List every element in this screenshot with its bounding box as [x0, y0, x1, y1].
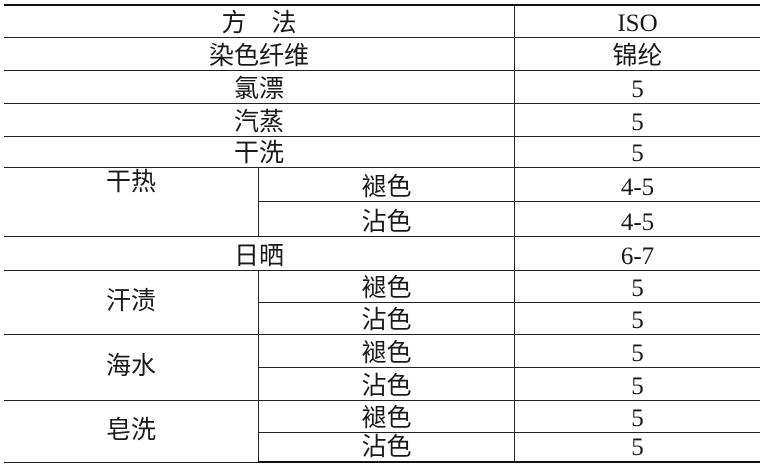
group-label: 皂洗: [4, 399, 259, 463]
sub-label: 褪色: [258, 333, 515, 368]
table-row: 干洗 5: [4, 135, 760, 168]
row-value: 6-7: [514, 235, 760, 271]
table-row: 沾色 5: [4, 366, 760, 401]
sub-label: 沾色: [258, 301, 515, 335]
sub-label: 沾色: [258, 366, 515, 401]
table-row: 染色纤维 锦纶: [4, 36, 760, 71]
sub-label: 沾色: [258, 431, 515, 463]
table-row: 氯漂 5: [4, 69, 760, 104]
group-label: 海水: [4, 333, 259, 401]
group-label: 汗渍: [4, 269, 259, 335]
row-label: 汽蒸: [4, 102, 515, 137]
row-value: 5: [514, 399, 760, 433]
row-value: 5: [514, 102, 760, 137]
row-value: 5: [514, 269, 760, 303]
row-label: 干洗: [4, 135, 515, 168]
table-row: 干热 褪色 4-5: [4, 166, 760, 237]
sub-label: 褪色: [258, 399, 515, 433]
table-row: 沾色 5: [4, 301, 760, 335]
row-value: 4-5: [514, 166, 760, 202]
table-row: 沾色 4-5: [4, 200, 760, 237]
row-value: 锦纶: [514, 36, 760, 71]
sub-label: 褪色: [258, 166, 515, 202]
row-value: 5: [514, 135, 760, 168]
row-label: 日晒: [4, 235, 515, 271]
table-row: 皂洗 褪色 5: [4, 399, 760, 463]
row-label: 染色纤维: [4, 36, 515, 71]
table-row: 汗渍 褪色 5: [4, 269, 760, 335]
table-row: 沾色 5: [4, 431, 760, 463]
table-row: 日晒 6-7: [4, 235, 760, 271]
row-value: 5: [514, 431, 760, 463]
group-label: 干热: [4, 166, 259, 237]
header-method: 方 法: [4, 4, 515, 38]
row-value: 5: [514, 301, 760, 335]
table-row: 海水 褪色 5: [4, 333, 760, 401]
row-value: 5: [514, 333, 760, 368]
row-label: 氯漂: [4, 69, 515, 104]
header-row: 方 法 ISO: [4, 4, 760, 38]
row-value: 5: [514, 366, 760, 401]
fastness-table: 方 法 ISO 染色纤维 锦纶 氯漂 5 汽蒸 5 干洗 5 干热 褪色 4-5…: [4, 4, 760, 463]
header-standard: ISO: [514, 4, 760, 38]
row-value: 4-5: [514, 200, 760, 237]
table-row: 汽蒸 5: [4, 102, 760, 137]
sub-label: 褪色: [258, 269, 515, 303]
sub-label: 沾色: [258, 200, 515, 237]
row-value: 5: [514, 69, 760, 104]
